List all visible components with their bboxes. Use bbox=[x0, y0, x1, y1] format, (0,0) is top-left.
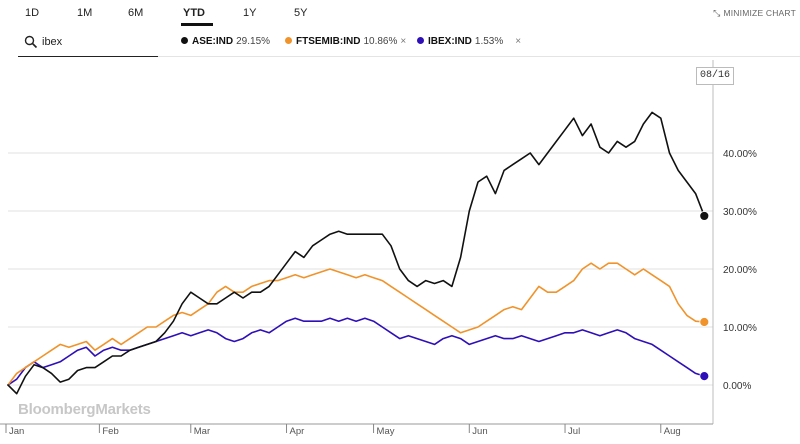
range-1y-button[interactable]: 1Y bbox=[243, 7, 257, 19]
legend-item-ase: ASE:IND 29.15% bbox=[181, 36, 270, 47]
y-tick-label: 30.00% bbox=[723, 207, 757, 218]
range-1d-button[interactable]: 1D bbox=[25, 7, 40, 19]
search-input[interactable]: ibex bbox=[42, 36, 63, 48]
x-tick-label: Apr bbox=[290, 426, 305, 437]
x-tick-label: Jun bbox=[472, 426, 487, 437]
minimize-icon: ⤡ bbox=[713, 8, 721, 18]
series-line-ftsemib bbox=[7, 262, 706, 386]
legend-item-ibex: IBEX:IND 1.53% × bbox=[417, 36, 521, 47]
x-tick-label: Feb bbox=[102, 426, 118, 437]
series-line-ibex bbox=[7, 317, 706, 386]
minimize-chart-button[interactable]: ⤡ MINIMIZE CHART bbox=[713, 8, 796, 19]
series-end-marker-ftsemib bbox=[699, 317, 710, 327]
range-5y-button[interactable]: 5Y bbox=[294, 7, 308, 19]
legend-symbol: FTSEMIB:IND bbox=[296, 36, 361, 47]
y-tick-label: 40.00% bbox=[723, 149, 757, 160]
legend-item-ftsemib: FTSEMIB:IND 10.86% × bbox=[285, 36, 406, 47]
y-tick-label: 10.00% bbox=[723, 323, 757, 334]
legend-symbol: ASE:IND bbox=[192, 36, 234, 47]
search-icon bbox=[24, 35, 38, 49]
series-end-marker-ase bbox=[699, 211, 710, 221]
active-range-underline bbox=[181, 23, 213, 26]
bloomberg-watermark: BloombergMarkets bbox=[18, 401, 151, 418]
x-tick-label: Jan bbox=[9, 426, 24, 437]
line-chart[interactable]: 0.00% 10.00% 20.00% 30.00% 40.00% Jan Feb Mar Ap… bbox=[0, 60, 800, 444]
legend-change: 10.86% bbox=[363, 36, 398, 47]
x-tick-label: Mar bbox=[194, 426, 210, 437]
x-tick-label: May bbox=[377, 426, 395, 437]
x-tick-label: Jul bbox=[568, 426, 580, 437]
remove-ftsemib-icon[interactable]: × bbox=[400, 36, 407, 47]
legend-swatch bbox=[417, 37, 424, 44]
symbol-search[interactable]: ibex bbox=[18, 32, 158, 57]
series-line-ase bbox=[7, 111, 706, 395]
legend-swatch bbox=[181, 37, 188, 44]
header-divider bbox=[158, 56, 800, 57]
legend-symbol: IBEX:IND bbox=[428, 36, 472, 47]
range-ytd-button[interactable]: YTD bbox=[183, 7, 205, 19]
y-tick-label: 20.00% bbox=[723, 265, 757, 276]
hover-date-flag: 08/16 bbox=[696, 67, 734, 85]
range-6m-button[interactable]: 6M bbox=[128, 7, 144, 19]
time-range-bar: 1D 1M 6M YTD 1Y 5Y ⤡ MINIMIZE CHART bbox=[0, 0, 800, 26]
legend-change: 1.53% bbox=[474, 36, 504, 47]
legend-swatch bbox=[285, 37, 292, 44]
legend-change: 29.15% bbox=[236, 36, 271, 47]
y-tick-label: 0.00% bbox=[723, 381, 751, 392]
range-1m-button[interactable]: 1M bbox=[77, 7, 93, 19]
remove-ibex-icon[interactable]: × bbox=[515, 36, 522, 47]
minimize-chart-label: MINIMIZE CHART bbox=[723, 8, 796, 18]
series-end-marker-ibex bbox=[699, 371, 710, 382]
x-tick-label: Aug bbox=[664, 426, 681, 437]
